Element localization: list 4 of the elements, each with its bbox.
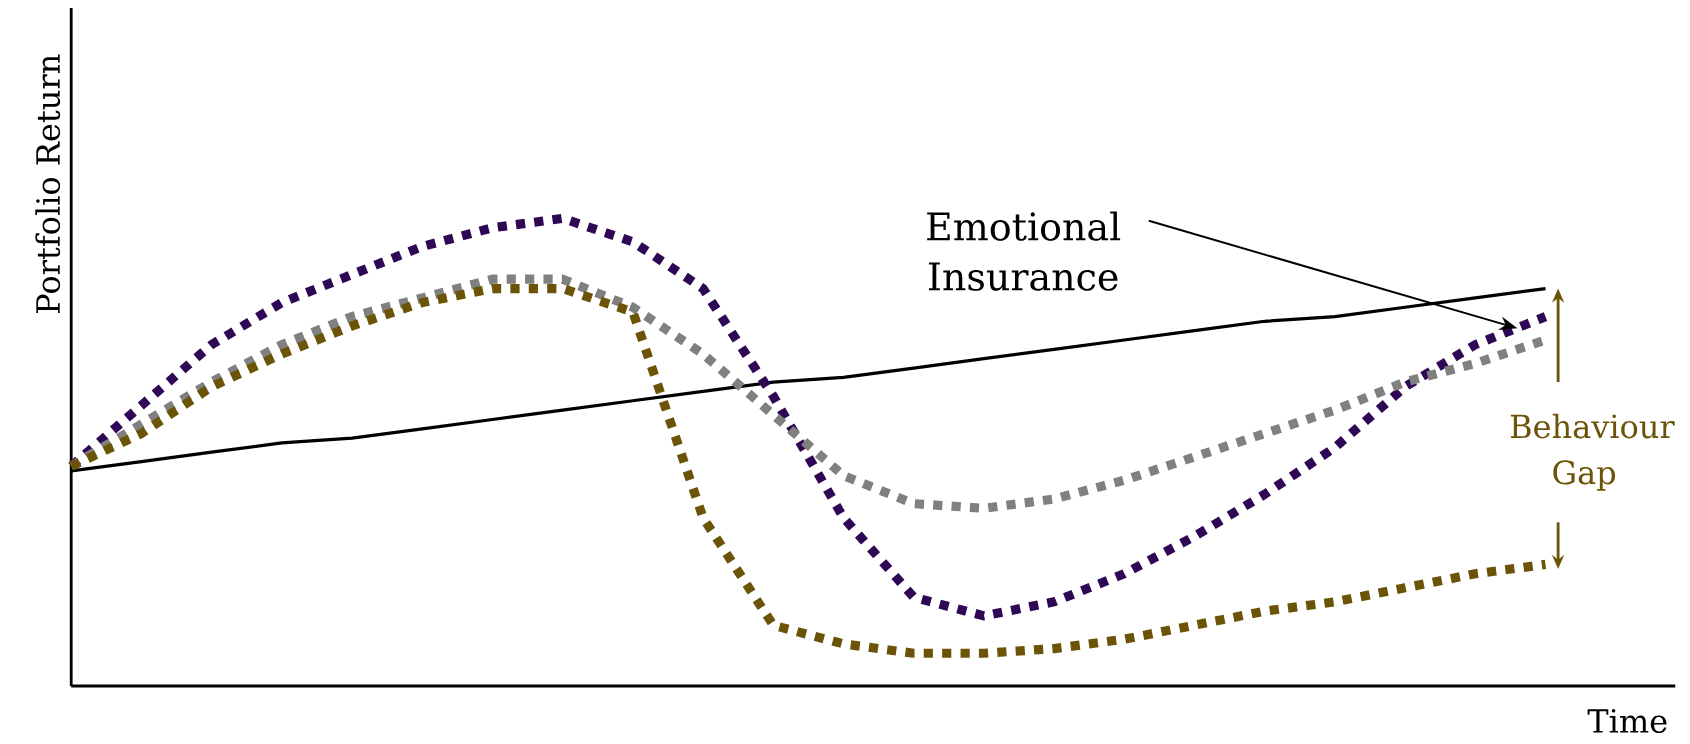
y-axis-title: Portfolio Return: [35, 54, 61, 314]
annotation: Emotional Insurance: [927, 211, 1121, 291]
x-axis-title: Time: [1587, 709, 1667, 734]
annotation: Behaviour Gap: [1510, 413, 1675, 491]
